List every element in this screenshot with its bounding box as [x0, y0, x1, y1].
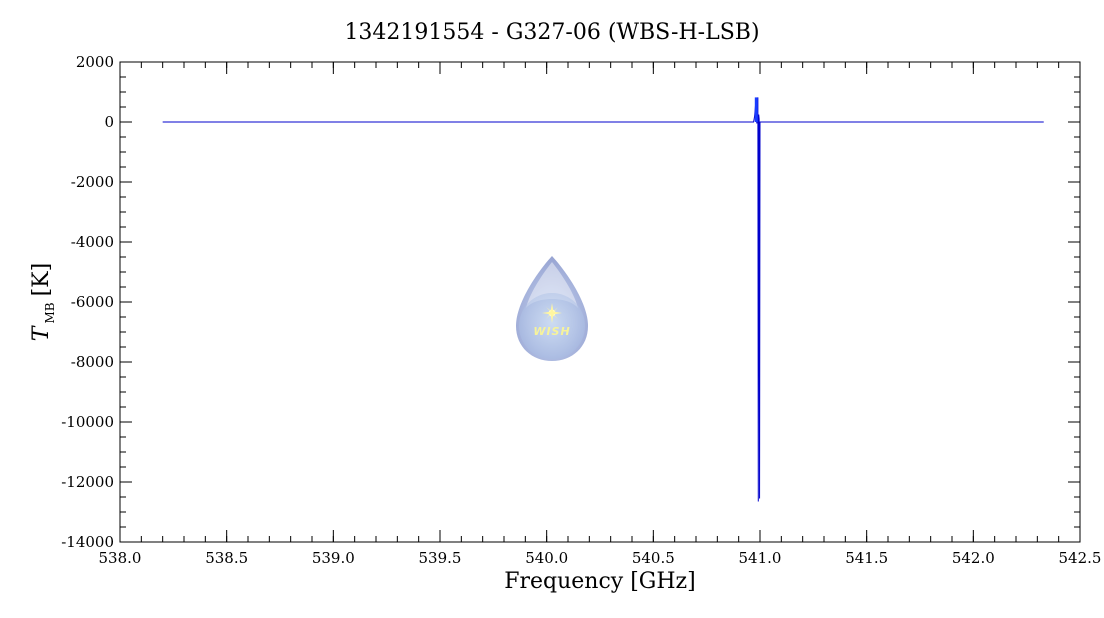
x-tick-label: 538.5: [205, 549, 248, 567]
y-tick-label: -4000: [71, 233, 114, 251]
y-tick-label: -2000: [71, 173, 114, 191]
x-tick-label: 541.0: [739, 549, 782, 567]
x-tick-label: 538.0: [99, 549, 142, 567]
y-tick-label: -8000: [71, 353, 114, 371]
y-axis-symbol: T: [29, 324, 54, 341]
y-tick-label: 2000: [76, 53, 114, 71]
y-tick-label: -6000: [71, 293, 114, 311]
x-tick-label: 539.0: [312, 549, 355, 567]
star-icon: [542, 303, 562, 323]
series-line: [162, 97, 1044, 502]
x-tick-label: 540.5: [632, 549, 675, 567]
x-axis-label: Frequency [GHz]: [504, 569, 696, 594]
wish-logo: WISH: [516, 256, 588, 361]
svg-text:TMB[K]: TMB [K]: [29, 263, 57, 341]
y-axis-unit: [K]: [29, 263, 54, 297]
plot-frame: [119, 61, 1081, 543]
x-tick-label: 541.5: [845, 549, 888, 567]
x-tick-label: 539.5: [419, 549, 462, 567]
y-tick-label: -14000: [61, 533, 114, 551]
y-tick-label: 0: [104, 113, 114, 131]
spike-emission: [754, 97, 758, 122]
y-tick-label: -10000: [61, 413, 114, 431]
x-tick-label: 542.0: [952, 549, 995, 567]
y-tick-label: -12000: [61, 473, 114, 491]
x-tick-label: 542.5: [1059, 549, 1102, 567]
series-layer: [162, 97, 1044, 502]
x-tick-labels: 538.0 538.5 539.0 539.5 540.0 540.5 541.0 541.5…: [99, 549, 1102, 567]
x-tick-label: 540.0: [525, 549, 568, 567]
watermark-text: WISH: [533, 325, 570, 338]
y-tick-labels: 2000 0 -2000 -4000 -6000 -8000 -10000 -12000 -14…: [61, 53, 114, 551]
chart-title: 1342191554 - G327-06 (WBS-H-LSB): [344, 20, 759, 45]
y-axis-label: TMB [K]: [29, 263, 57, 341]
y-axis-subscript: MB: [43, 302, 57, 323]
axis-ticks: [119, 61, 1081, 543]
